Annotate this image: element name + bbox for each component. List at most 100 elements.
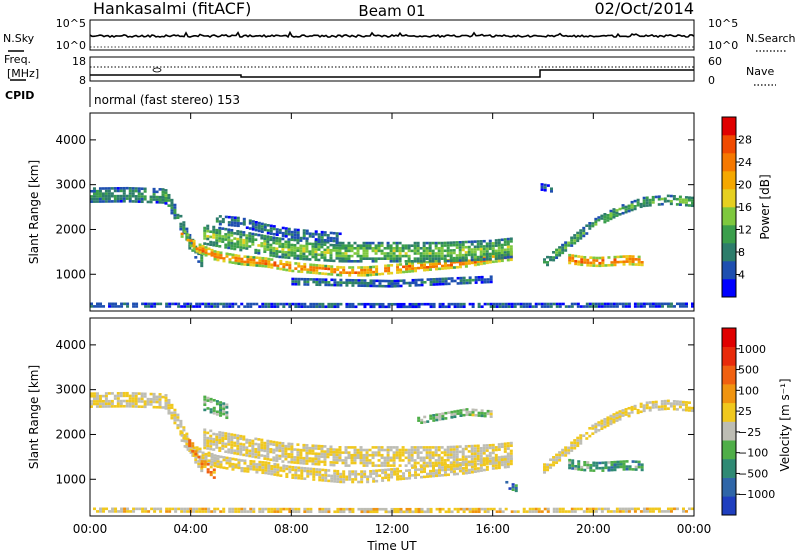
- power-cell: [452, 251, 456, 255]
- velocity-cell: [302, 459, 306, 463]
- power-cell: [470, 240, 474, 244]
- velocity-cell: [597, 421, 601, 424]
- power-cell: [210, 254, 214, 257]
- power-cell: [416, 249, 420, 253]
- power-cell: [447, 277, 451, 280]
- power-cell: [285, 263, 289, 267]
- power-cell: [564, 243, 568, 247]
- power-cell: [622, 255, 626, 258]
- velocity-cell: [573, 446, 577, 450]
- power-cell: [122, 197, 126, 200]
- velocity-cell: [470, 452, 474, 456]
- velocity-cell: [395, 453, 399, 457]
- velocity-cell: [258, 510, 262, 513]
- velocity-cell: [342, 470, 346, 473]
- velocity-cell: [372, 480, 376, 483]
- power-cell: [336, 281, 340, 284]
- velocity-cell: [411, 474, 415, 477]
- velocity-cell: [143, 402, 147, 406]
- power-cell: [267, 262, 271, 266]
- velocity-cell: [464, 466, 468, 470]
- power-cell: [362, 252, 366, 255]
- velocity-cell: [138, 507, 142, 511]
- power-cell: [284, 232, 288, 236]
- power-cell: [240, 260, 244, 263]
- power-cell: [317, 235, 321, 239]
- velocity-cell: [558, 458, 562, 462]
- velocity-cell: [431, 472, 435, 475]
- power-cell: [236, 243, 240, 246]
- velocity-cell: [491, 443, 495, 447]
- power-cell: [369, 302, 373, 306]
- velocity-cell: [378, 469, 382, 472]
- velocity-cell: [225, 406, 229, 409]
- freq-trace: [90, 69, 694, 78]
- y-tick-label: 2000: [55, 222, 86, 236]
- power-cell: [228, 258, 232, 261]
- velocity-cell: [188, 441, 192, 445]
- velocity-cell: [384, 471, 388, 474]
- power-cell: [588, 302, 592, 306]
- power-cell: [269, 235, 273, 239]
- power-cell: [335, 244, 339, 247]
- power-cell: [290, 254, 294, 257]
- power-cell: [363, 274, 367, 277]
- power-cell: [417, 261, 421, 265]
- power-cell: [333, 305, 337, 309]
- velocity-cell: [576, 439, 580, 442]
- velocity-cell: [203, 408, 207, 412]
- power-cell: [573, 241, 577, 245]
- velocity-cell: [101, 394, 105, 398]
- velocity-cell: [618, 507, 622, 511]
- power-cell: [300, 265, 304, 268]
- power-cell: [269, 227, 273, 230]
- velocity-cell: [273, 468, 277, 471]
- velocity-cell: [305, 457, 309, 460]
- velocity-cell: [616, 465, 620, 469]
- velocity-cell: [384, 476, 388, 480]
- power-cell: [354, 305, 358, 309]
- velocity-cell: [326, 447, 330, 451]
- velocity-cell: [482, 459, 486, 463]
- velocity-cell: [486, 510, 490, 513]
- power-cell: [272, 241, 276, 245]
- velocity-cell: [206, 407, 210, 410]
- velocity-cell: [290, 455, 294, 459]
- power-cell: [625, 257, 629, 261]
- velocity-cell: [690, 406, 694, 410]
- power-cell: [314, 258, 318, 262]
- power-cell: [248, 234, 252, 238]
- velocity-cell: [377, 451, 381, 454]
- velocity-cell: [467, 450, 471, 453]
- power-cell: [131, 194, 135, 198]
- power-cell: [483, 280, 487, 284]
- velocity-cell: [432, 419, 436, 422]
- power-cell: [387, 302, 391, 306]
- velocity-cell: [203, 395, 207, 399]
- velocity-cell: [506, 465, 510, 469]
- velocity-cell: [194, 455, 198, 459]
- power-cell: [434, 254, 438, 258]
- velocity-cell: [266, 452, 270, 456]
- freq-frame: [89, 56, 695, 82]
- power-cell: [293, 249, 297, 252]
- velocity-cell: [167, 398, 171, 402]
- velocity-cell: [363, 470, 367, 473]
- velocity-cell: [561, 507, 565, 511]
- velocity-cell: [570, 507, 574, 511]
- velocity-cell: [225, 459, 229, 462]
- velocity-cell: [506, 452, 510, 456]
- velocity-cell: [98, 405, 102, 408]
- velocity-cell: [167, 409, 171, 412]
- velocity-cell: [249, 459, 253, 463]
- velocity-cell: [356, 451, 360, 454]
- power-cell: [423, 263, 427, 267]
- velocity-cell: [414, 476, 418, 479]
- power-cell: [555, 253, 559, 257]
- velocity-cell: [419, 451, 423, 454]
- velocity-cell: [110, 399, 114, 403]
- velocity-cell: [104, 399, 108, 403]
- power-cell: [107, 189, 111, 193]
- velocity-cell: [231, 507, 235, 511]
- power-cell: [452, 266, 456, 269]
